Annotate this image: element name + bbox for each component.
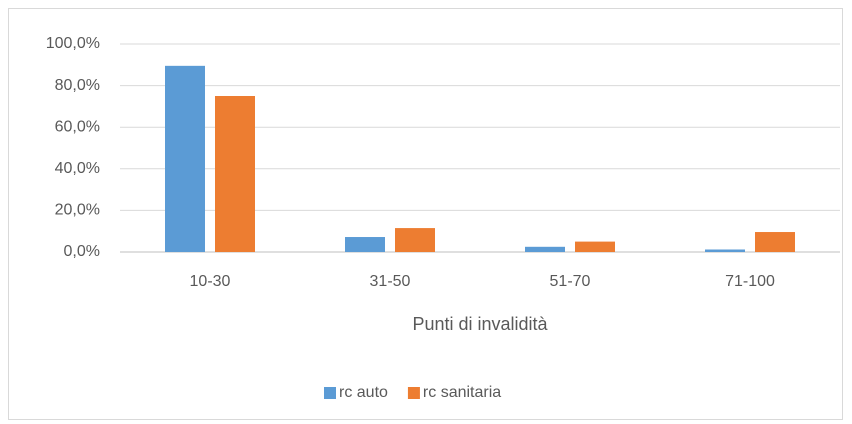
legend-label: rc auto [339,384,388,401]
legend-swatch [407,387,420,399]
bar [755,232,795,252]
legend-label: rc sanitaria [423,384,501,401]
y-tick-label: 100,0% [46,35,100,52]
x-axis-title: Punti di invalidità [412,314,548,334]
y-tick-label: 20,0% [55,202,100,219]
bar [345,237,385,252]
y-tick-label: 60,0% [55,118,100,135]
bar [525,246,565,252]
y-tick-label: 40,0% [55,160,100,177]
bar [215,96,255,252]
x-tick-label: 51-70 [550,273,591,290]
y-tick-label: 0,0% [64,243,100,260]
x-tick-label: 10-30 [190,273,231,290]
bar [165,65,205,252]
x-tick-label: 31-50 [370,273,411,290]
y-tick-label: 80,0% [55,77,100,94]
x-tick-label: 71-100 [725,273,775,290]
bar [395,228,435,252]
chart-border [8,8,843,420]
legend-swatch [324,387,336,399]
bar [705,249,745,252]
bar [575,241,615,252]
